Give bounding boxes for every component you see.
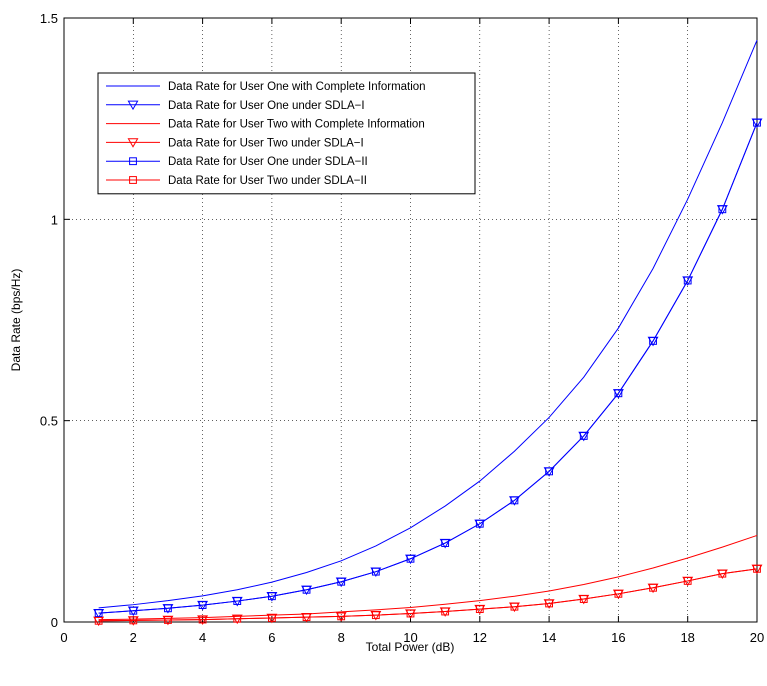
x-tick-label: 14 [542, 630, 556, 645]
data-point-square [302, 585, 311, 594]
data-point-square [406, 609, 415, 618]
data-point-square [233, 614, 242, 623]
legend-label: Data Rate for User Two under SDLA−I [168, 137, 364, 149]
x-tick-label: 4 [199, 630, 206, 645]
data-point-square [753, 118, 761, 127]
data-point-square [441, 539, 450, 547]
x-tick-label: 6 [268, 630, 275, 645]
data-point-square [268, 614, 276, 622]
x-tick-label: 16 [611, 630, 625, 645]
legend-label: Data Rate for User Two with Complete Inf… [168, 119, 425, 131]
legend-marker [129, 176, 137, 184]
data-point-square [475, 519, 484, 528]
data-point-square [649, 583, 657, 592]
legend-box [97, 72, 476, 195]
data-point-square [441, 607, 450, 616]
legend: Data Rate for User One with Complete Inf… [97, 72, 476, 195]
x-tick-label: 20 [750, 630, 764, 645]
legend-marker [127, 138, 139, 148]
data-point-square [164, 616, 172, 624]
legend-item: Data Rate for User One under SDLA−II [106, 156, 368, 168]
data-point-square [129, 616, 138, 625]
series-4 [93, 564, 763, 627]
series-1 [98, 39, 758, 609]
series-line [98, 122, 758, 614]
data-point-square [233, 597, 242, 605]
data-point-square [614, 389, 623, 398]
legend-item: Data Rate for User One under SDLA−I [106, 100, 365, 112]
x-tick-label: 18 [680, 630, 694, 645]
legend-label: Data Rate for User One under SDLA−II [168, 156, 368, 168]
legend-item: Data Rate for User Two under SDLA−I [106, 137, 364, 149]
legend-marker [129, 157, 137, 166]
series-line [98, 568, 758, 622]
data-point-square [302, 613, 311, 622]
x-tick-label: 12 [473, 630, 487, 645]
data-point-square [371, 567, 380, 576]
data-point-square [371, 611, 380, 620]
data-point-square [198, 601, 207, 609]
data-point-square [649, 337, 657, 345]
data-point-square [579, 432, 588, 440]
data-point-square [683, 276, 692, 285]
series-line [98, 534, 758, 621]
x-tick-label: 0 [60, 630, 67, 645]
data-point-square [510, 496, 519, 505]
data-point-square [614, 589, 623, 598]
data-point-square [129, 606, 138, 615]
y-axis-label: Data Rate (bps/Hz) [9, 269, 23, 372]
legend-item: Data Rate for User Two under SDLA−II [106, 175, 367, 187]
data-point-square [475, 605, 484, 614]
y-tick-label: 0 [51, 615, 58, 630]
series-line [98, 122, 758, 614]
series-5 [94, 118, 761, 618]
data-point-square [718, 569, 727, 578]
legend-label: Data Rate for User Two under SDLA−II [168, 175, 367, 187]
series-6 [94, 564, 761, 625]
axis-ticks: 0 2 4 6 8 10 12 14 16 18 20 0 0.5 1 1.5 [40, 11, 764, 645]
legend-label: Data Rate for User One under SDLA−I [168, 100, 365, 112]
x-tick-label: 2 [130, 630, 137, 645]
data-point-square [164, 604, 172, 613]
legend-item: Data Rate for User One with Complete Inf… [106, 81, 426, 93]
data-point-square [94, 616, 103, 625]
data-point-square [683, 577, 692, 585]
legend-label: Data Rate for User One with Complete Inf… [168, 81, 426, 93]
data-point-square [268, 592, 276, 601]
data-point-square [718, 205, 727, 214]
y-tick-label: 1 [51, 212, 58, 227]
data-point-square [198, 615, 207, 624]
legend-item: Data Rate for User Two with Complete Inf… [106, 119, 425, 131]
data-point-square [545, 599, 554, 608]
data-point-square [510, 602, 519, 611]
data-point-square [753, 564, 761, 573]
data-point-square [406, 554, 415, 563]
y-tick-label: 0.5 [40, 414, 58, 429]
x-tick-label: 8 [338, 630, 345, 645]
data-point-square [337, 612, 346, 621]
legend-marker [127, 100, 139, 111]
data-point-square [579, 595, 588, 603]
x-axis-label: Total Power (dB) [366, 640, 455, 654]
data-point-square [94, 609, 103, 618]
series-layer [93, 39, 763, 627]
x-tick-label: 10 [403, 630, 417, 645]
series-line [98, 39, 758, 609]
y-tick-label: 1.5 [40, 11, 58, 26]
data-point-square [545, 467, 554, 476]
series-3 [98, 534, 758, 621]
data-point-square [337, 577, 346, 586]
